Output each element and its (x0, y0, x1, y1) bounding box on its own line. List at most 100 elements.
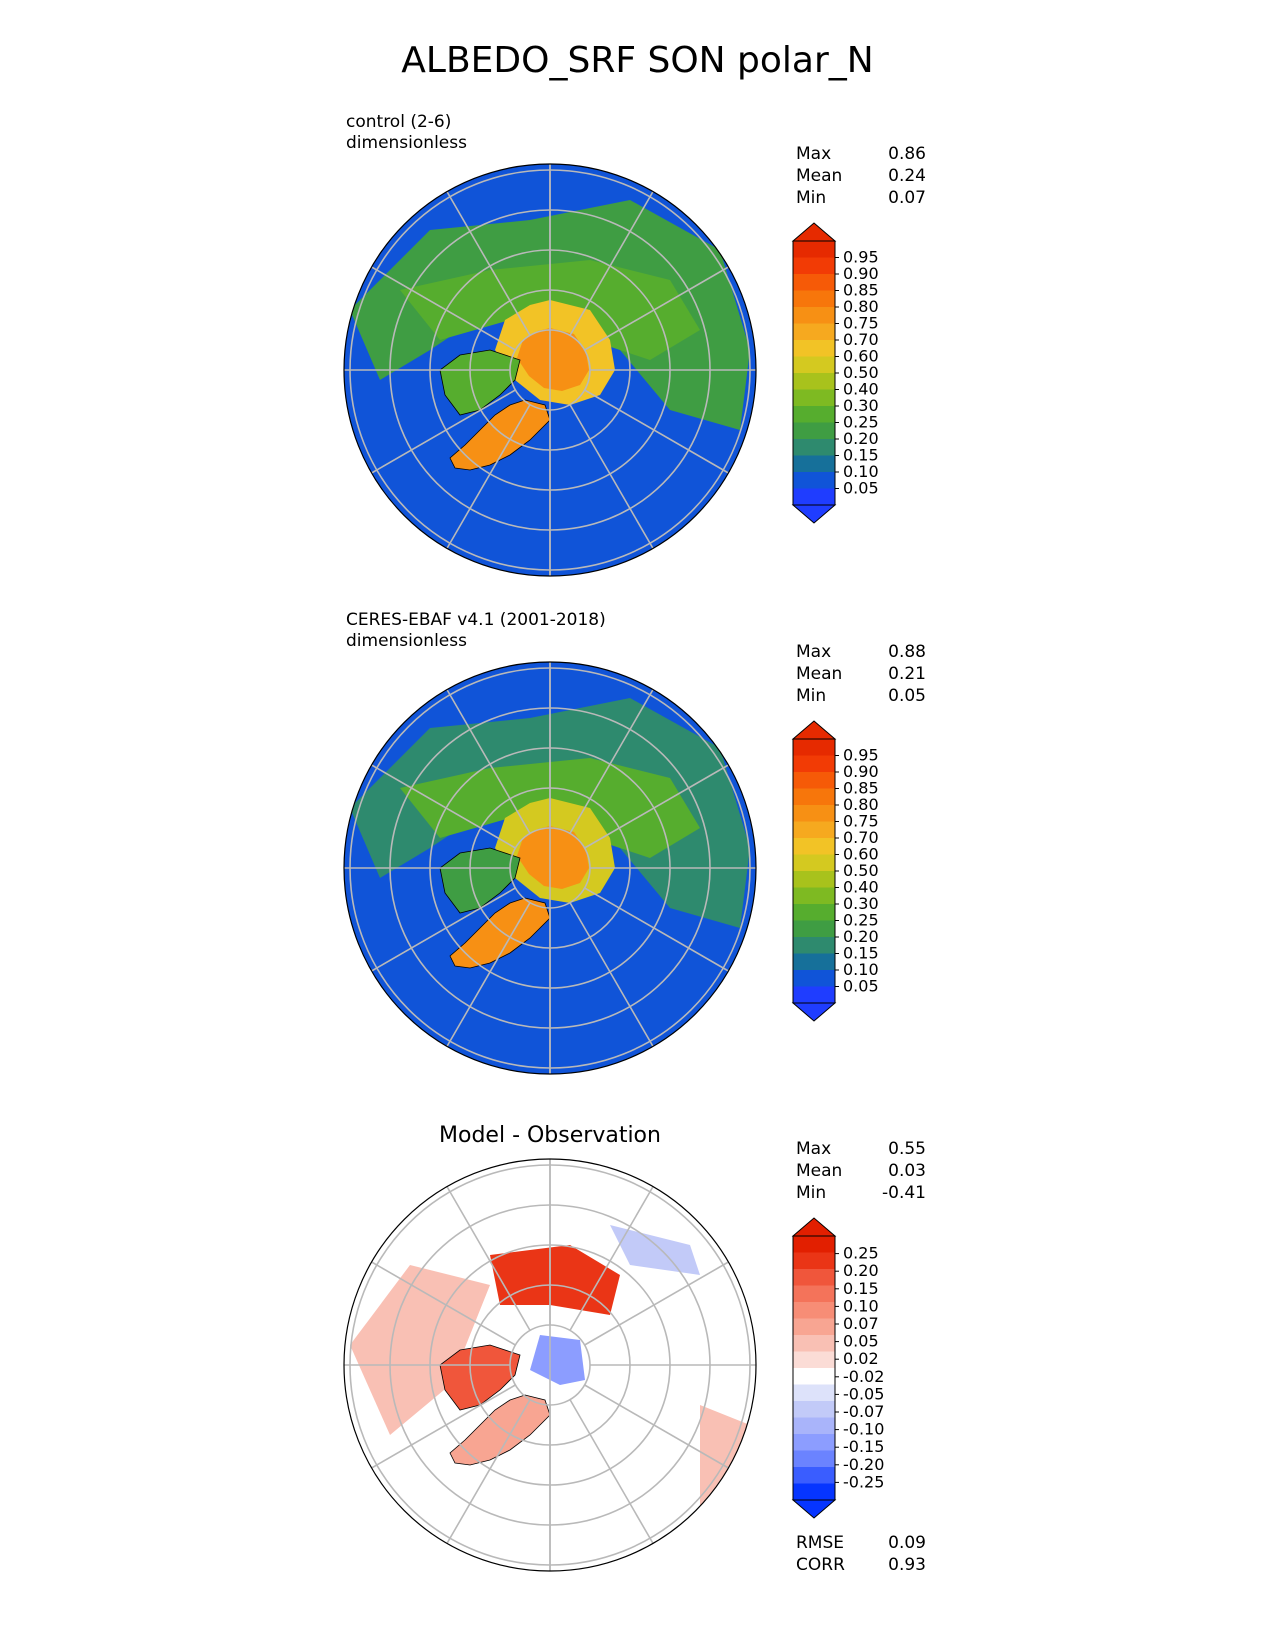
mean-label: Mean (796, 1161, 843, 1181)
arctic-archipelago (439, 847, 521, 914)
max-value: 0.88 (888, 642, 926, 662)
colorbar-tick-label: 0.25 (843, 911, 879, 930)
colorbar-segment (793, 307, 835, 324)
colorbar-segment (793, 838, 835, 855)
polar-map-control (343, 163, 757, 577)
meridian-line (446, 1399, 531, 1544)
sea-ice-core (517, 826, 589, 889)
colorbar-segment (793, 422, 835, 440)
negative-bias-region (530, 1335, 585, 1385)
colorbar-tick-label: 0.75 (843, 314, 879, 333)
colorbar-segment (793, 323, 835, 341)
panel-1-labels: control (2-6) dimensionless (346, 112, 467, 154)
colorbar-tick-label: 0.07 (843, 1314, 879, 1333)
colorbar-segment (793, 356, 835, 374)
meridian-line (584, 764, 729, 849)
colorbar-tick-label: 0.70 (843, 828, 879, 847)
colorbar-control: 0.950.900.850.800.750.700.600.500.400.30… (791, 222, 879, 524)
max-value: 0.86 (888, 144, 926, 164)
colorbar-segment (793, 772, 835, 789)
panel-2-labels: CERES-EBAF v4.1 (2001-2018) dimensionles… (346, 610, 606, 652)
archipelago-bias (439, 1344, 521, 1411)
colorbar-segment (793, 241, 835, 258)
panel-2-case-label: CERES-EBAF v4.1 (2001-2018) (346, 610, 606, 630)
colorbar-segment (793, 788, 835, 806)
mean-value: 0.03 (888, 1161, 926, 1181)
negative-bias-region (610, 1225, 700, 1275)
meridian-line (371, 389, 516, 474)
colorbar-segment (793, 953, 835, 971)
colorbar-tick-label: 0.30 (843, 894, 879, 913)
graticule (344, 662, 756, 1074)
panel-1-stats: Max 0.86 Mean 0.24 Min 0.07 (796, 143, 926, 209)
strong-positive-bias (490, 1245, 620, 1315)
colorbar-tick-label: 0.75 (843, 812, 879, 831)
min-value: -0.41 (882, 1183, 926, 1203)
colorbar-extend-min (791, 1002, 837, 1022)
graticule (344, 164, 756, 576)
colorbar-segment (793, 739, 835, 756)
colorbar-tick-label: 0.15 (843, 446, 879, 465)
colorbar-segment (793, 1252, 835, 1270)
positive-bias-region (700, 1405, 750, 1535)
colorbar-tick-label: 0.10 (843, 960, 879, 979)
colorbar-tick-label: 0.25 (843, 413, 879, 432)
colorbar-tick-label: 0.20 (843, 429, 879, 448)
meridian-line (371, 1384, 516, 1469)
colorbar-tick-label: 0.40 (843, 878, 879, 897)
mean-value: 0.21 (888, 664, 926, 684)
colorbar-segment (793, 1434, 835, 1451)
meridian-line (569, 191, 654, 336)
colorbar-segment (793, 455, 835, 473)
colorbar-segment (793, 1368, 835, 1385)
panel-1-units-label: dimensionless (346, 133, 467, 153)
colorbar-segment (793, 1450, 835, 1468)
corr-value: 0.93 (888, 1555, 926, 1575)
colorbar-segment (793, 488, 835, 506)
rmse-value: 0.09 (888, 1533, 926, 1553)
colorbar-tick-label: 0.85 (843, 779, 879, 798)
colorbar-tick-label: 0.70 (843, 330, 879, 349)
meridian-line (446, 404, 531, 549)
colorbar-tick-label: 0.02 (843, 1349, 879, 1368)
greenland-field (449, 897, 551, 969)
colorbar-tick-label: -0.10 (843, 1420, 884, 1439)
map-boundary (343, 1158, 757, 1572)
colorbar-extend-max (791, 1217, 837, 1237)
min-label: Min (796, 1183, 827, 1203)
colorbar-extend-max (791, 222, 837, 242)
panel-3-metrics: RMSE 0.09 CORR 0.93 (796, 1532, 926, 1576)
colorbar-tick-label: 0.80 (843, 297, 879, 316)
min-value: 0.05 (888, 686, 926, 706)
colorbar-tick-label: 0.15 (843, 944, 879, 963)
colorbar-observation: 0.950.900.850.800.750.700.600.500.400.30… (791, 720, 879, 1022)
colorbar-segment (793, 257, 835, 275)
colorbar-extend-min (791, 1499, 837, 1519)
graticule (344, 1159, 756, 1571)
colorbar-segment (793, 1318, 835, 1336)
colorbar-segment (793, 887, 835, 905)
colorbar-tick-label: 0.85 (843, 281, 879, 300)
colorbar-segment (793, 274, 835, 291)
meridian-line (371, 1261, 516, 1346)
greenland-field (449, 399, 551, 471)
colorbar-segment (793, 472, 835, 489)
colorbar-tick-label: -0.25 (843, 1472, 884, 1491)
colorbar-tick-label: 0.95 (843, 746, 879, 765)
min-label: Min (796, 686, 827, 706)
colorbar-tick-label: 0.25 (843, 1244, 879, 1263)
meridian-line (569, 1399, 654, 1544)
min-label: Min (796, 188, 827, 208)
polar-map-difference (343, 1158, 757, 1572)
colorbar-segment (793, 340, 835, 357)
max-label: Max (796, 642, 832, 662)
colorbar-segment (793, 1285, 835, 1303)
meridian-line (371, 887, 516, 972)
panel-2-stats: Max 0.88 Mean 0.21 Min 0.05 (796, 641, 926, 707)
colorbar-tick-label: 0.05 (843, 1332, 879, 1351)
colorbar-segment (793, 1467, 835, 1484)
panel-1-case-label: control (2-6) (346, 112, 452, 132)
mean-value: 0.24 (888, 166, 926, 186)
colorbar-segment (793, 920, 835, 938)
colorbar-tick-label: 0.60 (843, 845, 879, 864)
